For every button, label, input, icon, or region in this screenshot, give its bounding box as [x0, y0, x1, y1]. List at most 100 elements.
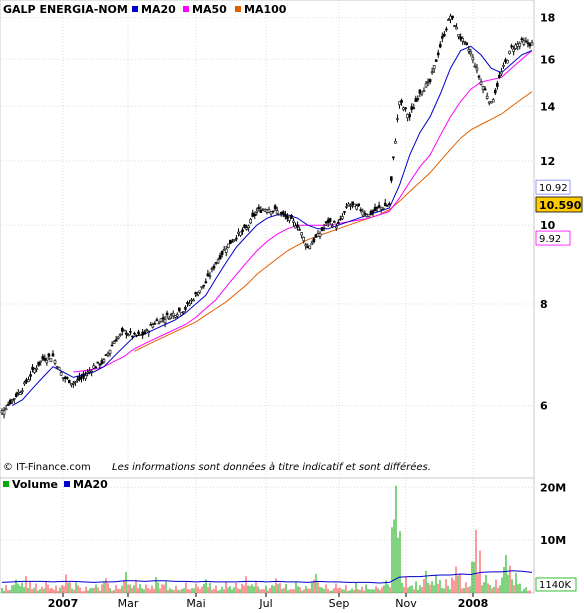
candle-body [296, 224, 299, 228]
candle-body [434, 59, 438, 62]
candle-body [39, 360, 43, 363]
candle-body [82, 373, 85, 378]
candle-body [31, 366, 34, 371]
candle [114, 336, 118, 342]
candle-body [469, 51, 473, 55]
candle [59, 370, 63, 376]
candle-body [106, 352, 110, 356]
candle-body [418, 89, 422, 94]
candle [434, 59, 438, 62]
candle-body [390, 176, 393, 181]
candle-body [55, 366, 59, 369]
candle-body [102, 359, 106, 363]
candle [165, 310, 169, 319]
candle [353, 203, 356, 207]
candle-body [6, 404, 10, 406]
candle-body [161, 317, 165, 320]
candle-body [259, 210, 263, 213]
candle [432, 65, 436, 73]
candle-body [292, 220, 295, 223]
candle [518, 41, 522, 50]
ma20-legend-label: MA20 [141, 3, 176, 16]
candle [167, 315, 171, 320]
candle-body [449, 15, 452, 20]
candle-body [233, 239, 236, 241]
volume-ma20-line [1, 570, 533, 584]
candle [220, 250, 224, 258]
candle [396, 114, 399, 123]
candle [127, 333, 130, 337]
candle-body [453, 25, 456, 27]
candle-body [398, 101, 401, 106]
candle [322, 223, 326, 232]
candle [383, 198, 387, 207]
candle-body [526, 42, 530, 44]
price-plot-area [0, 0, 535, 479]
candle [475, 64, 479, 74]
candle-body [247, 225, 250, 228]
candle [239, 231, 242, 237]
candle-body [29, 374, 32, 377]
candle [412, 103, 416, 110]
candle [430, 67, 434, 75]
candle-body [320, 227, 324, 231]
candle-body [173, 315, 177, 318]
candle-body [86, 371, 89, 374]
candle [86, 369, 89, 377]
candle-body [237, 231, 240, 234]
candle [367, 213, 371, 218]
candle-body [235, 237, 238, 240]
candle [502, 62, 505, 69]
candle-body [461, 38, 464, 42]
candle [19, 390, 22, 395]
candle-body [70, 383, 73, 386]
candle-body [402, 107, 405, 110]
candle [508, 50, 511, 55]
ma50-legend-label: MA50 [192, 3, 227, 16]
candle [302, 236, 305, 244]
candle-body [275, 210, 279, 214]
volume-bars-layer [1, 485, 531, 593]
candle [171, 310, 175, 319]
candle [204, 278, 208, 284]
candle-body [430, 71, 434, 74]
candle [45, 357, 49, 366]
candle [351, 201, 354, 209]
candle [392, 156, 395, 161]
candle [485, 92, 489, 100]
candle-body [347, 203, 350, 207]
candle [282, 210, 285, 218]
candle [483, 86, 487, 91]
ma100-legend-swatch [235, 6, 241, 12]
candle-body [27, 379, 30, 382]
candle-body [438, 44, 442, 48]
current-price-label: 10.590 [539, 199, 582, 212]
candle [369, 209, 373, 216]
candle-body [410, 106, 414, 110]
candle-body [304, 244, 308, 247]
candle-body [196, 294, 199, 297]
price-label: 9.92 [539, 234, 561, 245]
candle-body [365, 214, 369, 217]
candle-body [212, 265, 216, 269]
candle-body [290, 214, 293, 219]
candle-body [375, 206, 379, 209]
candle-body [116, 336, 120, 340]
candle-body [96, 361, 100, 364]
candles-layer [0, 13, 534, 419]
candle-body [120, 327, 124, 332]
candle-body [98, 363, 102, 366]
volume-ma20-legend-swatch [64, 481, 70, 487]
candle-body [176, 314, 179, 317]
candle-body [388, 203, 391, 206]
candle [273, 204, 277, 212]
candle [257, 204, 261, 212]
candle-body [279, 212, 283, 214]
candle-body [84, 375, 87, 379]
candle-body [151, 324, 155, 328]
candle [447, 17, 450, 21]
y-tick-label: 18 [540, 12, 555, 25]
candle-body [63, 376, 67, 379]
candle-body [341, 216, 344, 220]
candle [469, 48, 473, 57]
